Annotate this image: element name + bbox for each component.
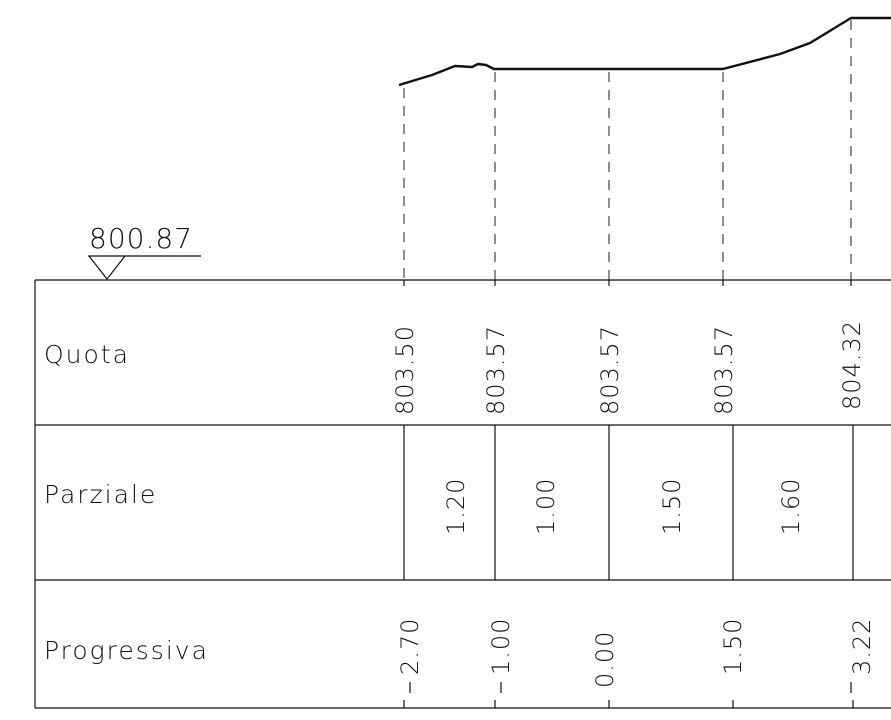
progressiva-value: 1.50 (719, 618, 747, 675)
row-label-parziale: Parziale (44, 480, 157, 509)
parziale-value: 1.60 (777, 478, 805, 535)
progressiva-value: 0.00 (591, 631, 619, 688)
row-label-quota: Quota (44, 340, 130, 369)
progressiva-value: 3.22 (848, 618, 876, 675)
progressiva-value: 2.70 (396, 618, 424, 675)
datum-triangle-icon (88, 255, 126, 280)
progressiva-value: 1.00 (487, 618, 515, 675)
quota-value: 803.57 (710, 325, 738, 415)
quota-value: 803.50 (391, 325, 419, 415)
quota-value: 803.57 (482, 325, 510, 415)
parziale-value: 1.50 (658, 478, 686, 535)
quota-value: 804.32 (838, 320, 866, 410)
parziale-value: 1.20 (442, 478, 470, 535)
quota-value: 803.57 (596, 325, 624, 415)
reference-level: 800.87 (89, 222, 193, 255)
terrain-profile-line (398, 16, 891, 87)
parziale-value: 1.00 (532, 478, 560, 535)
row-label-progressiva: Progressiva (44, 636, 209, 665)
